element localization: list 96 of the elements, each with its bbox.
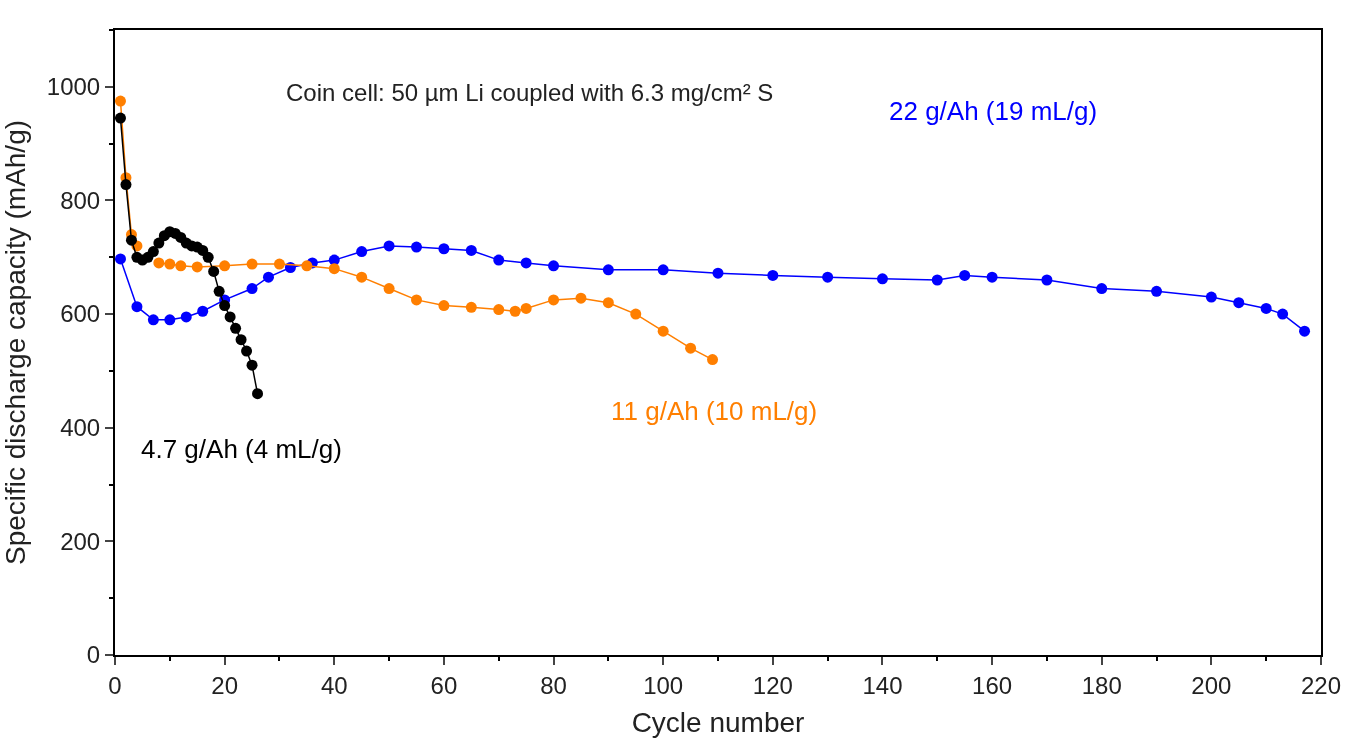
- x-tick-label: 100: [643, 671, 684, 699]
- x-axis-title: Cycle number: [631, 707, 805, 739]
- point: [246, 283, 258, 295]
- x-tick-label: 20: [211, 671, 238, 699]
- point: [180, 311, 192, 323]
- text: 4.7 g/Ah (4 mL/g): [141, 434, 342, 464]
- x-tick-label: 220: [1300, 671, 1342, 699]
- point: [191, 261, 203, 273]
- point: [213, 285, 225, 297]
- x-tick-label: 120: [752, 671, 793, 699]
- y-tick-label: 600: [60, 300, 101, 328]
- x-tick-label: 0: [108, 671, 122, 699]
- point: [548, 260, 560, 272]
- point: [602, 264, 614, 276]
- point: [147, 314, 159, 326]
- point: [1041, 274, 1053, 286]
- point: [575, 292, 587, 304]
- point: [1299, 325, 1311, 337]
- y-tick-label: 200: [60, 527, 101, 555]
- point: [131, 301, 143, 313]
- point: [1151, 285, 1163, 297]
- y-tick-label: 1000: [46, 73, 101, 101]
- x-tick-label: 80: [540, 671, 567, 699]
- x-tick-label: 60: [430, 671, 458, 699]
- point: [411, 241, 422, 253]
- point: [262, 271, 274, 283]
- point: [959, 269, 971, 281]
- point: [411, 294, 422, 306]
- point: [147, 246, 159, 258]
- point: [328, 263, 340, 275]
- point: [986, 271, 998, 283]
- point: [235, 334, 247, 346]
- point: [356, 271, 368, 283]
- point: [509, 305, 521, 317]
- point: [115, 95, 126, 107]
- point: [520, 302, 532, 314]
- point: [493, 254, 505, 266]
- point: [301, 260, 313, 272]
- point: [1096, 283, 1108, 295]
- point: [493, 304, 505, 316]
- point: [115, 253, 126, 265]
- point: [115, 112, 126, 124]
- text: 22 g/Ah (19 mL/g): [889, 96, 1098, 126]
- point: [438, 300, 450, 312]
- y-axis-title: Specific discharge capacity (mAh/g): [0, 119, 31, 566]
- point: [383, 240, 395, 252]
- point: [153, 257, 165, 269]
- point: [208, 265, 220, 277]
- point: [383, 283, 395, 295]
- point: [202, 251, 214, 263]
- point: [1277, 308, 1289, 320]
- point: [230, 322, 242, 334]
- point: [1205, 291, 1217, 303]
- point: [520, 257, 532, 269]
- point: [175, 260, 187, 272]
- point: [712, 267, 724, 279]
- point: [125, 234, 137, 246]
- x-tick-label: 200: [1191, 671, 1232, 699]
- point: [120, 179, 132, 191]
- point: [246, 359, 258, 371]
- x-tick-label: 40: [320, 671, 348, 699]
- point: [707, 354, 719, 366]
- point: [657, 325, 669, 337]
- point: [931, 274, 943, 286]
- point: [246, 258, 258, 270]
- x-tick-label: 140: [862, 671, 903, 699]
- y-tick-label: 0: [86, 641, 101, 669]
- point: [273, 258, 285, 270]
- point: [548, 294, 560, 306]
- point: [465, 244, 477, 256]
- point: [224, 311, 236, 323]
- point: [1260, 302, 1272, 314]
- point: [685, 342, 697, 354]
- x-tick-label: 180: [1081, 671, 1122, 699]
- annotation: Coin cell: 50 µm Li coupled with 6.3 mg/cm² S: [286, 79, 774, 106]
- point: [219, 260, 231, 272]
- point: [252, 388, 264, 400]
- x-tick-label: 160: [972, 671, 1013, 699]
- point: [356, 246, 368, 258]
- y-tick-label: 400: [60, 414, 101, 442]
- point: [657, 264, 669, 276]
- point: [438, 243, 450, 255]
- series-label: 11 g/Ah (10 mL/g): [611, 396, 818, 426]
- point: [1233, 297, 1245, 309]
- point: [219, 300, 231, 312]
- point: [164, 314, 176, 326]
- point: [767, 269, 779, 281]
- point: [630, 308, 642, 320]
- point: [164, 258, 176, 270]
- point: [876, 273, 888, 285]
- point: [602, 297, 614, 309]
- point: [197, 305, 209, 317]
- point: [822, 271, 834, 283]
- point: [465, 301, 477, 313]
- point: [241, 345, 253, 357]
- y-tick-label: 800: [60, 186, 101, 214]
